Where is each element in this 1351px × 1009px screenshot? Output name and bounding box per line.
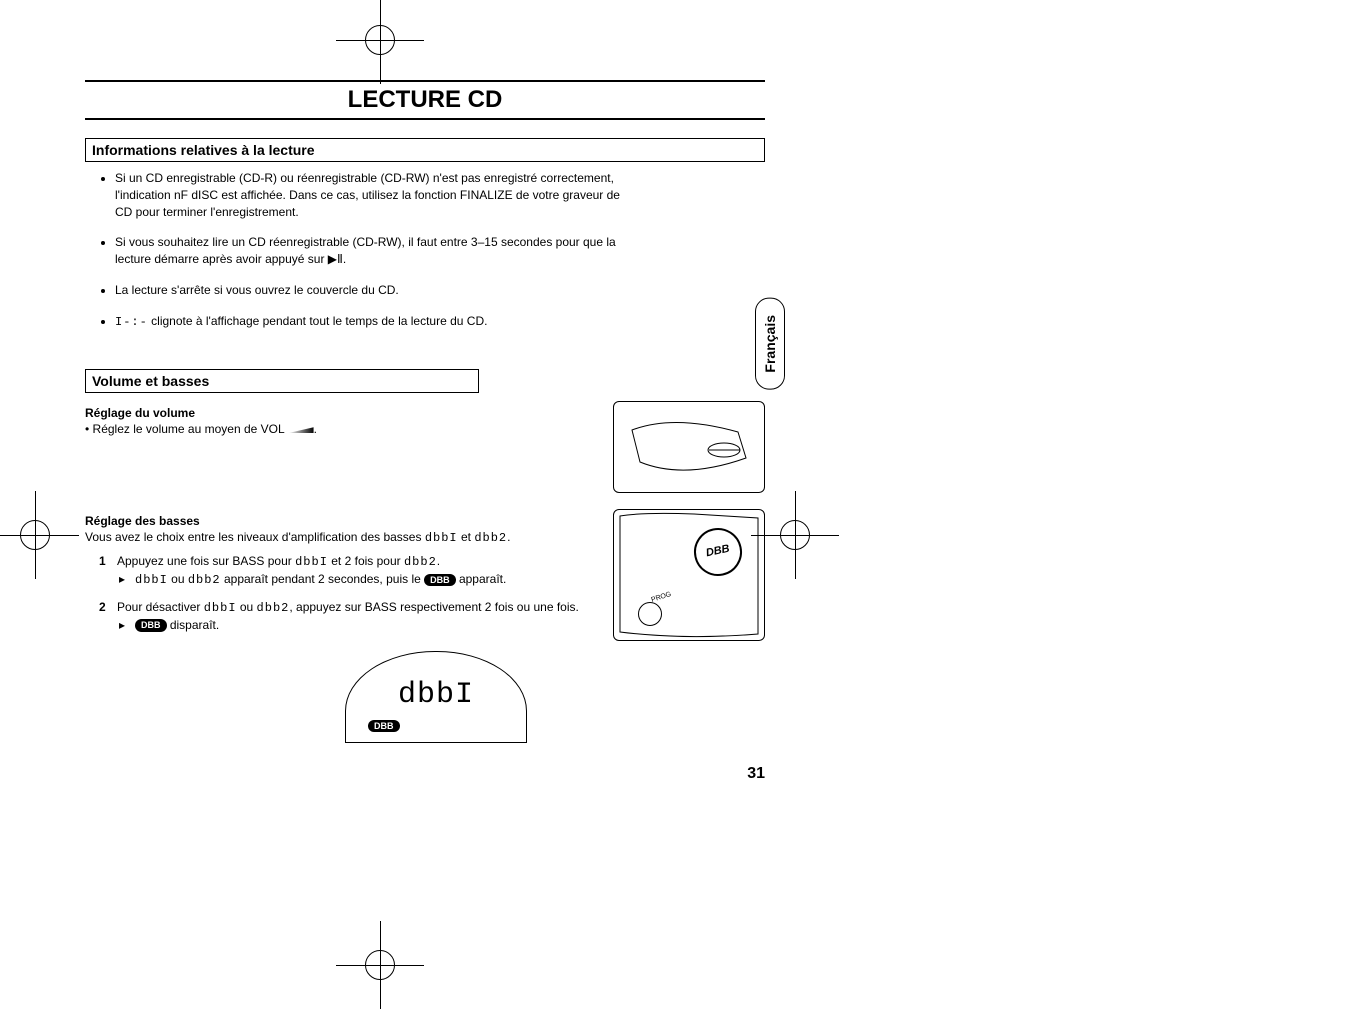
- step-number: 1: [99, 553, 111, 589]
- registration-mark: [780, 520, 810, 550]
- display-text: dbbI: [346, 678, 526, 712]
- playback-info-list: Si un CD enregistrable (CD-R) ou réenreg…: [85, 170, 765, 331]
- dbb-indicator-icon: DBB: [368, 720, 400, 732]
- bass-intro: Vous avez le choix entre les niveaux d'a…: [85, 529, 601, 547]
- volume-text: • Réglez le volume au moyen de VOL .: [85, 421, 601, 438]
- registration-mark: [365, 25, 395, 55]
- volume-illustration: [613, 401, 765, 493]
- list-item: Si vous souhaitez lire un CD réenregistr…: [115, 234, 635, 268]
- step-2-result: DBB disparaît.: [117, 617, 579, 634]
- prog-label: PROG: [650, 590, 672, 603]
- step-number: 2: [99, 599, 111, 634]
- volume-heading: Réglage du volume: [85, 405, 601, 422]
- step-1-text: Appuyez une fois sur BASS pour dbbI et 2…: [117, 553, 506, 571]
- device-outline-icon: PROG: [614, 510, 764, 640]
- section-header-volume-bass: Volume et basses: [85, 369, 479, 393]
- lcd-display: dbbI DBB: [345, 651, 527, 743]
- dbb-pill-icon: DBB: [135, 619, 167, 632]
- registration-mark: [20, 520, 50, 550]
- volume-swoosh-icon: [288, 427, 314, 433]
- list-item: Si un CD enregistrable (CD-R) ou réenreg…: [115, 170, 635, 220]
- step-1-result: dbbI ou dbb2 apparaît pendant 2 secondes…: [117, 571, 506, 589]
- bass-heading: Réglage des basses: [85, 513, 601, 530]
- device-sketch-icon: [614, 402, 764, 492]
- manual-page: LECTURE CD Français Informations relativ…: [85, 80, 765, 743]
- step-1: 1 Appuyez une fois sur BASS pour dbbI et…: [99, 553, 601, 589]
- language-tab: Français: [755, 298, 785, 390]
- bass-illustration: DBB PROG: [613, 509, 765, 641]
- dbb-pill-icon: DBB: [424, 574, 456, 587]
- volume-text-inner: Réglez le volume au moyen de VOL: [93, 422, 285, 436]
- page-title: LECTURE CD: [85, 80, 765, 120]
- step-2: 2 Pour désactiver dbbI ou dbb2, appuyez …: [99, 599, 601, 634]
- step-2-text: Pour désactiver dbbI ou dbb2, appuyez su…: [117, 599, 579, 617]
- list-item: La lecture s'arrête si vous ouvrez le co…: [115, 282, 635, 299]
- section-header-playback-info: Informations relatives à la lecture: [85, 138, 765, 162]
- page-number: 31: [747, 765, 765, 783]
- list-item: I-:- I-:- clignote à l'affichage pendant…: [115, 313, 635, 331]
- registration-mark: [365, 950, 395, 980]
